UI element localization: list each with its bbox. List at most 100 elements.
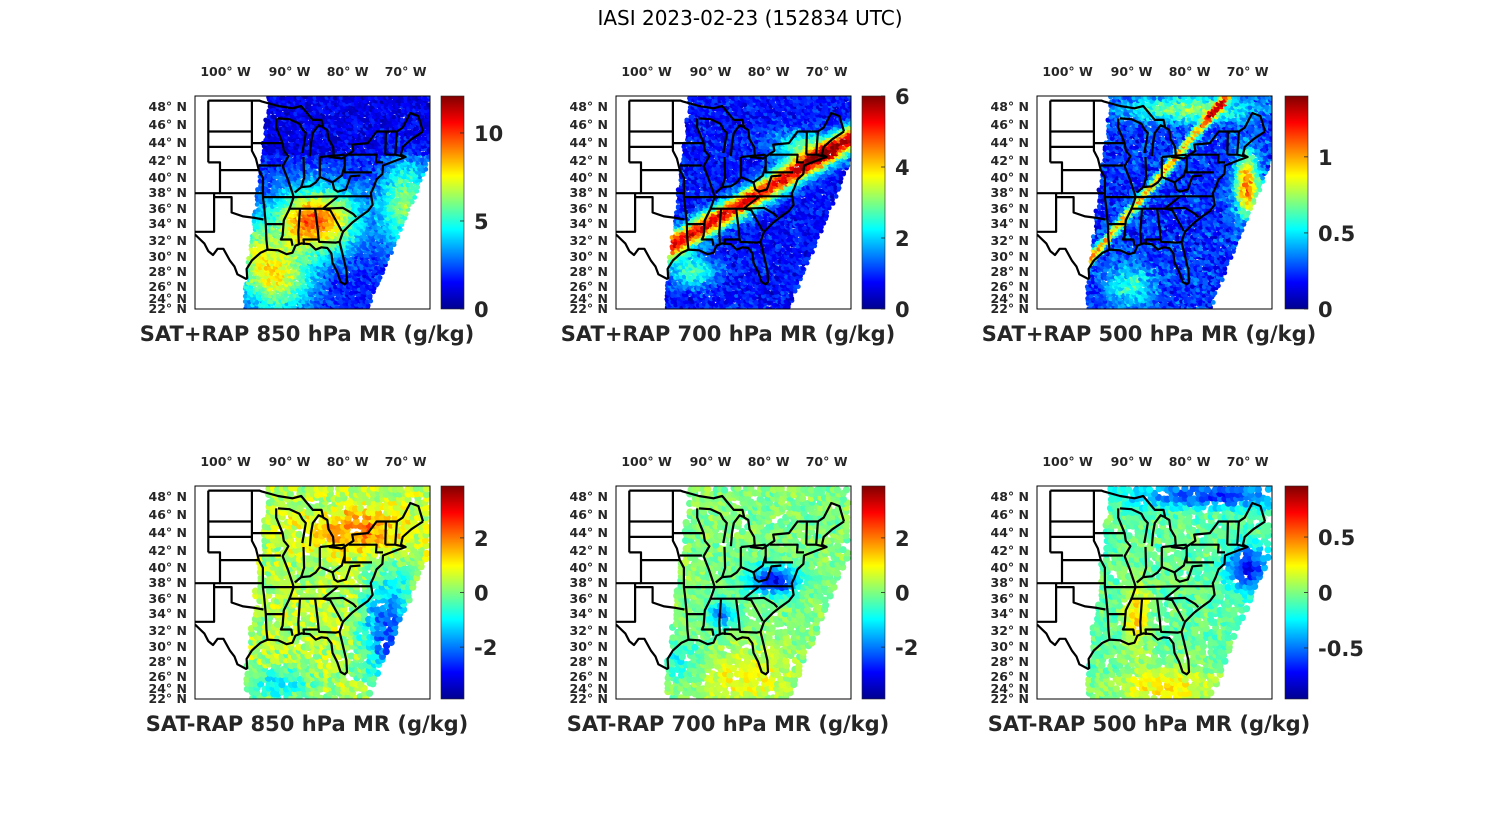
data-point bbox=[260, 271, 266, 277]
data-point bbox=[379, 238, 385, 244]
data-point bbox=[803, 231, 809, 237]
map-axes-frame bbox=[194, 95, 431, 310]
data-point bbox=[313, 170, 318, 175]
data-point bbox=[400, 108, 406, 114]
data-point bbox=[269, 274, 274, 280]
data-point bbox=[420, 172, 426, 177]
border-line bbox=[195, 130, 424, 286]
border-line bbox=[317, 239, 340, 244]
data-point bbox=[374, 265, 379, 271]
data-point bbox=[269, 299, 274, 305]
data-point bbox=[332, 256, 338, 262]
data-point bbox=[277, 188, 283, 194]
data-point bbox=[373, 123, 379, 129]
data-point bbox=[325, 188, 330, 194]
data-point bbox=[371, 206, 376, 212]
data-point bbox=[263, 265, 269, 271]
data-point bbox=[722, 222, 727, 228]
colorbar bbox=[440, 95, 465, 310]
data-point bbox=[365, 117, 370, 123]
data-point bbox=[361, 240, 367, 246]
data-point bbox=[338, 96, 344, 100]
data-point bbox=[269, 290, 274, 296]
data-point bbox=[769, 243, 774, 249]
data-point bbox=[403, 96, 408, 100]
data-point bbox=[675, 274, 681, 280]
data-point bbox=[356, 96, 362, 101]
data-point bbox=[818, 228, 824, 234]
data-point bbox=[348, 276, 353, 282]
data-point bbox=[426, 96, 430, 99]
data-point bbox=[707, 228, 713, 234]
data-point bbox=[252, 231, 257, 237]
data-point bbox=[426, 126, 430, 132]
data-point bbox=[301, 244, 306, 250]
data-point bbox=[287, 244, 293, 249]
data-point bbox=[809, 228, 814, 234]
data-point bbox=[666, 254, 672, 260]
data-point bbox=[399, 139, 405, 145]
data-point bbox=[309, 201, 315, 206]
data-point bbox=[395, 234, 401, 240]
colorbar-tick-label: 10 bbox=[474, 122, 503, 146]
data-point bbox=[350, 203, 356, 209]
data-point bbox=[303, 259, 309, 265]
data-point bbox=[391, 114, 397, 120]
data-point bbox=[423, 105, 429, 111]
data-point bbox=[318, 138, 324, 144]
subplot-title: SAT+RAP 850 hPa MR (g/kg) bbox=[140, 322, 474, 346]
data-point bbox=[306, 126, 312, 132]
data-point bbox=[324, 114, 330, 120]
lat-tick-label: 42° N bbox=[149, 153, 187, 168]
data-point bbox=[248, 247, 254, 252]
data-point bbox=[368, 298, 374, 304]
data-point bbox=[364, 299, 370, 305]
data-point bbox=[377, 234, 382, 239]
data-point bbox=[393, 120, 399, 126]
border-line bbox=[348, 153, 383, 164]
data-point bbox=[304, 296, 309, 301]
border-line bbox=[277, 117, 307, 154]
data-point bbox=[310, 275, 315, 280]
lat-tick-label: 36° N bbox=[149, 201, 187, 216]
data-point bbox=[707, 222, 713, 228]
data-point bbox=[399, 117, 405, 123]
lat-tick-label: 30° N bbox=[149, 249, 187, 264]
data-point bbox=[254, 287, 260, 292]
data-point bbox=[356, 259, 361, 265]
data-point bbox=[332, 96, 338, 101]
data-point bbox=[788, 247, 794, 253]
lon-tick-label: 80° W bbox=[327, 64, 369, 79]
data-point bbox=[353, 269, 358, 274]
data-point bbox=[324, 162, 330, 168]
data-point bbox=[364, 178, 370, 184]
data-point bbox=[785, 250, 791, 256]
border-line bbox=[292, 195, 338, 199]
data-point bbox=[292, 293, 298, 298]
data-point bbox=[335, 182, 341, 187]
data-point bbox=[377, 275, 383, 280]
data-point bbox=[402, 161, 408, 166]
data-point bbox=[289, 141, 295, 147]
data-point bbox=[370, 96, 376, 100]
data-point bbox=[426, 136, 430, 141]
data-point bbox=[774, 289, 780, 295]
lat-tick-label: 48° N bbox=[149, 99, 187, 114]
data-point bbox=[415, 184, 421, 190]
data-point bbox=[669, 275, 675, 280]
data-point bbox=[673, 289, 678, 295]
data-point bbox=[736, 299, 742, 305]
data-point bbox=[734, 289, 740, 295]
data-points bbox=[242, 96, 430, 309]
data-point bbox=[321, 188, 327, 194]
data-point bbox=[400, 219, 405, 225]
data-point bbox=[306, 210, 312, 215]
data-point bbox=[335, 292, 341, 298]
border-line bbox=[208, 161, 259, 172]
data-point bbox=[690, 237, 696, 243]
data-point bbox=[379, 259, 385, 265]
data-point bbox=[344, 96, 350, 101]
subplot-1: 100° W 90° W 80° W 70° W48° N46° N44° N42° … bbox=[140, 64, 503, 346]
data-point bbox=[777, 243, 783, 249]
lat-tick-label: 44° N bbox=[149, 135, 187, 150]
